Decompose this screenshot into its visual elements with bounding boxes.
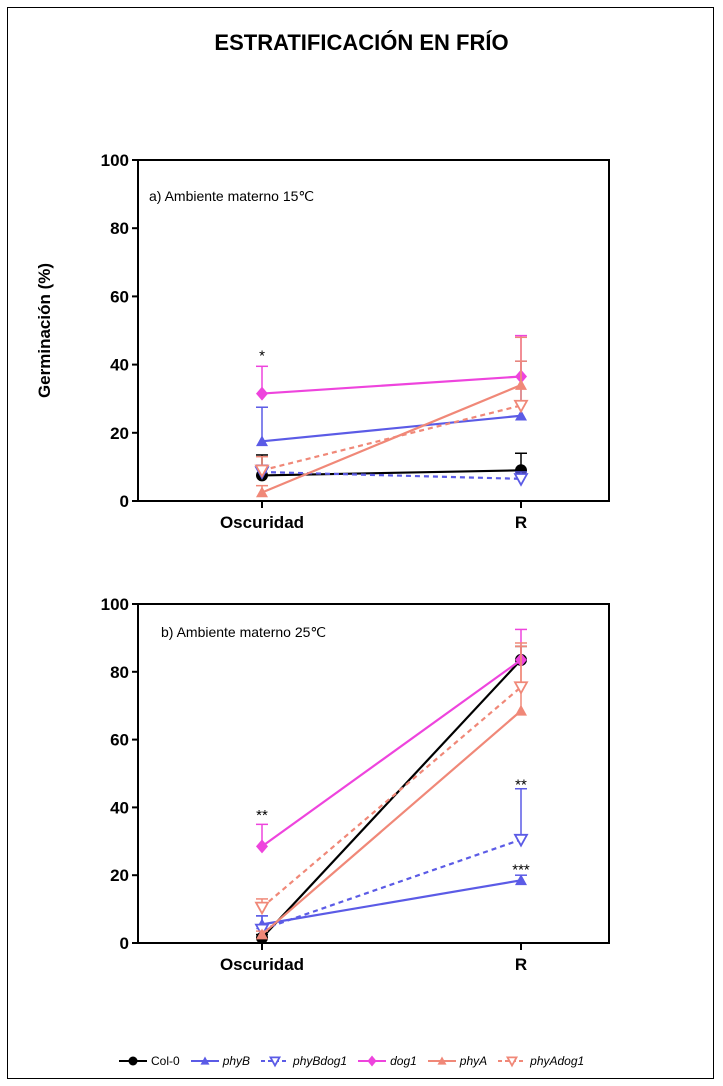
series-dog1: [256, 334, 527, 401]
series-phyB: [256, 360, 527, 447]
series-col0: [256, 645, 527, 944]
data-point: [256, 839, 268, 854]
series-line: [261, 414, 522, 443]
x-tick-label: R: [515, 955, 527, 974]
chart-panel-b: 0 20 40 60 80 100 Oscuridad Rb) Ambiente matern…: [101, 595, 610, 974]
series-line: [261, 686, 522, 909]
series-phyA: [256, 645, 527, 940]
series-line: [261, 709, 522, 936]
series-line: [261, 838, 522, 931]
series-line: [261, 659, 522, 848]
data-point: [254, 464, 270, 479]
legend-label: phyA: [459, 1054, 488, 1068]
data-point: [513, 681, 529, 695]
y-tick-label: 20: [110, 424, 129, 443]
data-point: [256, 486, 268, 498]
legend-swatch: [190, 1056, 219, 1065]
legend: Col-0 phyB phyBdog1 dog1 phyA phyAdog1: [118, 1050, 698, 1072]
legend-label: phyB: [222, 1054, 251, 1068]
y-tick-label: 40: [110, 356, 129, 375]
legend-swatch: [358, 1055, 387, 1067]
chart-panel-a: 0 20 40 60 80 100 Oscuridad R Germinación (%) a) …: [35, 151, 610, 532]
data-point: [256, 386, 268, 401]
legend-swatch: [119, 1056, 147, 1066]
legend-marker: [367, 1055, 377, 1067]
y-tick-label: 20: [110, 866, 129, 885]
legend-item-phyAdog1: phyAdog1: [497, 1053, 584, 1069]
series-phyAdog1: [254, 360, 529, 479]
data-point: [513, 399, 529, 414]
legend-label: dog1: [390, 1054, 417, 1068]
series-line: [261, 375, 522, 395]
legend-marker: [269, 1056, 282, 1068]
panel-label: b) Ambiente materno 25℃: [161, 624, 326, 640]
series-line: [261, 384, 522, 494]
series-phyAdog1: [254, 642, 529, 916]
x-tick-label: R: [515, 513, 527, 532]
y-tick-label: 80: [110, 219, 129, 238]
legend-label: Col-0: [151, 1054, 180, 1068]
y-tick-label: 40: [110, 798, 129, 817]
y-tick-label: 60: [110, 287, 129, 306]
legend-swatch: [261, 1056, 290, 1068]
y-tick-label: 100: [101, 595, 129, 614]
y-tick-label: 100: [101, 151, 129, 170]
data-point: [515, 874, 527, 886]
legend-item-col0: Col-0: [118, 1053, 180, 1069]
series-line: [261, 659, 522, 939]
legend-marker: [506, 1056, 519, 1068]
legend-label: phyBdog1: [293, 1054, 348, 1068]
series-line: [261, 879, 522, 926]
y-tick-label: 60: [110, 731, 129, 750]
legend-item-phyB: phyB: [190, 1053, 250, 1069]
significance-annotation: **: [515, 777, 527, 794]
legend-item-phyA: phyA: [427, 1053, 487, 1069]
significance-annotation: *: [259, 347, 265, 364]
y-tick-label: 0: [120, 934, 129, 953]
panel-label: a) Ambiente materno 15℃: [149, 188, 314, 204]
data-point: [513, 833, 529, 848]
figure-frame: [7, 7, 714, 1079]
legend-marker: [437, 1056, 447, 1065]
y-tick-label: 80: [110, 663, 129, 682]
x-tick-label: Oscuridad: [220, 955, 304, 974]
data-point: [254, 901, 270, 916]
x-tick-label: Oscuridad: [220, 513, 304, 532]
data-point: [513, 473, 529, 487]
legend-swatch: [427, 1056, 456, 1065]
page-title: ESTRATIFICACIÓN EN FRÍO: [214, 30, 509, 55]
legend-label: phyAdog1: [530, 1054, 585, 1068]
series-phyBdog1: [254, 788, 529, 938]
legend-marker: [128, 1056, 138, 1066]
plot-area: [137, 603, 610, 944]
data-point: [256, 435, 268, 447]
legend-marker: [200, 1056, 210, 1065]
data-point: [515, 704, 527, 716]
data-point: [256, 928, 268, 940]
data-point: [515, 409, 527, 421]
chart-canvas: 0 20 40 60 80 100 Oscuridad R Germinación (%) a) …: [35, 151, 610, 974]
legend-item-dog1: dog1: [357, 1053, 417, 1069]
significance-annotation: **: [256, 807, 268, 824]
y-tick-label: 0: [120, 492, 129, 511]
series-line: [261, 470, 522, 480]
y-axis-label: Germinación (%): [35, 263, 54, 398]
plot-area: [137, 159, 610, 502]
significance-annotation: ***: [512, 861, 530, 878]
legend-swatch: [498, 1056, 527, 1068]
legend-item-phyBdog1: phyBdog1: [260, 1053, 347, 1069]
series-dog1: [256, 628, 527, 854]
